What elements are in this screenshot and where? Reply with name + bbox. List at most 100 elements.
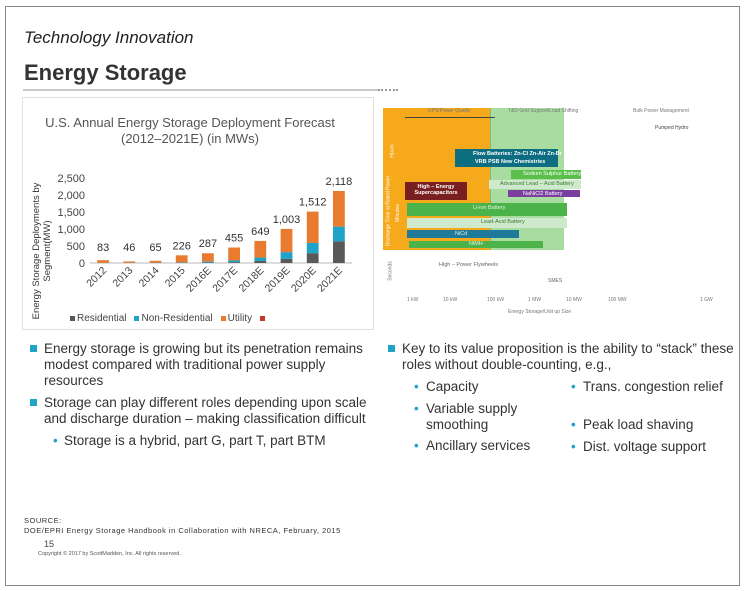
x-tick-label: 2016E bbox=[184, 265, 214, 295]
x-tick-label: 2012 bbox=[84, 265, 109, 290]
bar-total-label: 2,118 bbox=[326, 176, 353, 188]
bar-total-label: 46 bbox=[123, 242, 135, 254]
bullets-left: Energy storage is growing but its penetr… bbox=[30, 341, 370, 449]
tech-lead-acid-bar bbox=[407, 218, 567, 228]
value-item: Peak load shaving bbox=[571, 417, 733, 433]
tech-adv-lead-bar bbox=[489, 180, 581, 189]
title-rule-dots bbox=[378, 89, 398, 91]
x-tick-1kw: 1 kW bbox=[407, 297, 419, 303]
value-item: Variable supply smoothing bbox=[414, 401, 546, 433]
tech-li-ion-label: Li-ion Battery bbox=[473, 205, 506, 211]
region-bulk-divider bbox=[490, 108, 491, 250]
x-tick-label: 2019E bbox=[263, 265, 293, 295]
sub-bullet-item: Storage is a hybrid, part G, part T, par… bbox=[30, 433, 370, 449]
bar-segment-non-residential bbox=[280, 252, 293, 259]
tech-adv-lead-label: Advanced Lead – Acid Battery bbox=[500, 181, 574, 187]
top-label-ups: UPS/Power Quality bbox=[428, 108, 471, 114]
bar-segment-non-residential bbox=[333, 226, 345, 242]
tech-caps-bar bbox=[405, 182, 467, 200]
top-label-bulk: Bulk Power Management bbox=[633, 108, 689, 114]
x-tick-label: 2014 bbox=[137, 265, 162, 290]
value-item: Capacity bbox=[414, 379, 566, 395]
bar-segment-utility bbox=[175, 255, 188, 263]
storage-technology-diagram: UPS/Power Quality T&D Grid Support/Load … bbox=[383, 108, 738, 330]
chart-legend: Residential Non-Residential Utility bbox=[70, 313, 267, 324]
x-tick-1gw: 1 GW bbox=[700, 297, 713, 303]
value-item: Ancillary services bbox=[414, 438, 566, 454]
y-label-seconds: Seconds bbox=[387, 261, 394, 281]
legend-utility: Utility bbox=[220, 313, 252, 324]
source-label: SOURCE: bbox=[24, 516, 62, 525]
bar-segment-residential bbox=[254, 260, 267, 263]
tech-li-ion-bar bbox=[407, 203, 567, 216]
bar-total-label: 65 bbox=[149, 242, 161, 254]
bar-segment-non-residential bbox=[306, 242, 319, 254]
page-number: 15 bbox=[44, 539, 55, 549]
bar-segment-utility bbox=[97, 260, 109, 263]
bar-total-label: 1,512 bbox=[299, 197, 327, 209]
x-tick-10mw: 10 MW bbox=[566, 297, 582, 303]
bar-segment-residential bbox=[306, 253, 319, 263]
legend-residential: Residential bbox=[70, 313, 126, 324]
y-tick-label: 2,000 bbox=[57, 190, 85, 202]
section-title: Technology Innovation bbox=[24, 28, 194, 47]
copyright: Copyright © 2017 by ScottMadden, Inc. Al… bbox=[38, 551, 181, 557]
bullets-right: Key to its value proposition is the abil… bbox=[388, 341, 738, 379]
tech-nimh-label: NiMH bbox=[469, 241, 483, 247]
value-item: Dist. voltage support bbox=[571, 439, 723, 455]
bar-total-label: 287 bbox=[199, 238, 217, 250]
bar-segment-non-residential bbox=[202, 261, 214, 263]
y-tick-label: 500 bbox=[67, 241, 85, 253]
bar-segment-residential bbox=[280, 258, 293, 263]
source-note: SOURCE: DOE/EPRI Energy Storage Handbook… bbox=[24, 516, 341, 536]
y-label-hours: Hours bbox=[389, 144, 396, 158]
bar-segment-utility bbox=[123, 261, 136, 263]
x-tick-10kw: 10 kW bbox=[443, 297, 458, 303]
bar-total-label: 226 bbox=[173, 240, 191, 252]
tech-nanicl-bar bbox=[508, 190, 580, 197]
bar-segment-utility bbox=[306, 211, 319, 243]
bar-total-label: 1,003 bbox=[273, 214, 301, 226]
y-tick-label: 1,000 bbox=[57, 224, 85, 236]
bar-segment-utility bbox=[149, 260, 162, 263]
bar-segment-non-residential bbox=[228, 260, 240, 263]
region-ups bbox=[383, 108, 490, 250]
arrow-line bbox=[405, 117, 495, 118]
bar-segment-utility bbox=[280, 228, 293, 253]
y-tick-label: 2,500 bbox=[57, 173, 85, 185]
tech-lead-acid-label: Lead-Acid Battery bbox=[481, 219, 525, 225]
chart-title: U.S. Annual Energy Storage Deployment Fo… bbox=[45, 115, 335, 146]
tech-sodium-bar bbox=[511, 170, 581, 179]
bar-segment-utility bbox=[228, 247, 240, 261]
bar-total-label: 83 bbox=[97, 242, 109, 254]
tech-nanicl-label: NaNiCl2 Battery bbox=[523, 191, 563, 197]
chart-frame bbox=[22, 97, 374, 330]
x-tick-100kw: 100 kW bbox=[487, 297, 504, 303]
tech-flow-label-2: VRB PSB New Chemistries bbox=[475, 159, 546, 165]
x-tick-label: 2017E bbox=[210, 265, 240, 295]
x-tick-label: 2013 bbox=[110, 265, 135, 290]
bullet-item: Key to its value proposition is the abil… bbox=[388, 341, 738, 373]
bar-segment-utility bbox=[333, 190, 345, 227]
bar-segment-utility bbox=[202, 253, 214, 262]
bar-segment-residential bbox=[333, 241, 345, 263]
tech-nimh-bar bbox=[409, 241, 543, 248]
region-td bbox=[490, 108, 564, 250]
top-label-td: T&D Grid Support/Load Shifting bbox=[508, 108, 579, 114]
legend-non-residential: Non-Residential bbox=[134, 313, 213, 324]
y-label-discharge: Discharge Time at Rated Power bbox=[385, 175, 392, 247]
pumped-hydro-label: Pumped Hydro bbox=[655, 125, 689, 131]
bar-segment-utility bbox=[254, 240, 267, 258]
legend-other bbox=[260, 313, 267, 324]
x-axis-title: Energy Storage/Unit up Size bbox=[508, 309, 572, 315]
y-tick-label: 1,500 bbox=[57, 207, 85, 219]
source-text: DOE/EPRI Energy Storage Handbook in Coll… bbox=[24, 526, 341, 535]
x-tick-label: 2020E bbox=[289, 265, 319, 295]
x-tick-100mw: 100 MW bbox=[608, 297, 627, 303]
bar-segment-non-residential bbox=[254, 257, 267, 261]
x-tick-label: 2018E bbox=[236, 265, 266, 295]
bullet-item: Storage can play different roles dependi… bbox=[30, 395, 370, 427]
flywheels-label: High – Power Flywheels bbox=[439, 262, 498, 268]
bar-total-label: 455 bbox=[225, 233, 243, 245]
tech-flow-bar bbox=[455, 149, 558, 167]
